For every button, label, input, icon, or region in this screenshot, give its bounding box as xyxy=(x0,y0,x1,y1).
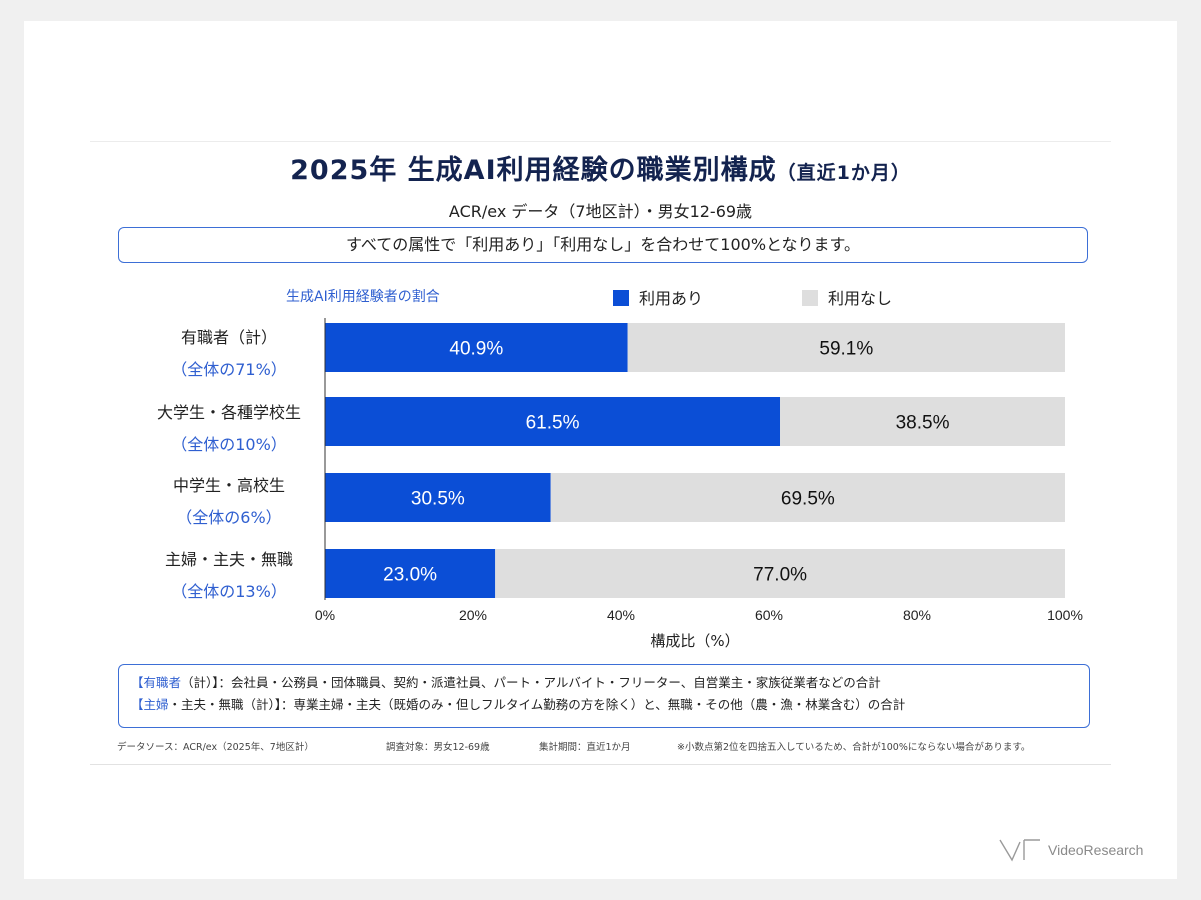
data-label-used-1: 61.5% xyxy=(526,413,580,434)
legend-item-used: 利用あり xyxy=(613,285,703,309)
chart-title-sub: （直近1か月） xyxy=(776,162,911,184)
legend-label-not-used: 利用なし xyxy=(828,289,893,308)
definition-homemaker: ・主夫・無職（計）】：専業主婦・主夫（既婚のみ・但しフルタイム勤務の方を除く）と… xyxy=(168,697,906,712)
category-name: 有職者（計） xyxy=(180,328,277,347)
data-label-not-used-0: 59.1% xyxy=(819,339,873,360)
category-label-3: 主婦・主夫・無職 （全体の13%） xyxy=(134,546,324,602)
brand-mark-icon xyxy=(999,839,1040,862)
infographic-panel xyxy=(90,141,1111,765)
category-share: （全体の13%） xyxy=(171,582,287,601)
bar-not-used-0 xyxy=(627,323,1065,372)
total-note-box: すべての属性で「利用あり」「利用なし」を合わせて100%となります。 xyxy=(118,227,1088,263)
x-tick-label-0: 0% xyxy=(315,607,335,623)
category-share: （全体の6%） xyxy=(176,508,282,527)
definition-footnote-box: 【有職者（計）】：会社員・公務員・団体職員、契約・派遣社員、パート・アルバイト・… xyxy=(118,664,1090,728)
bar-used-3 xyxy=(325,549,496,598)
brand-name: VideoResearch xyxy=(1048,842,1144,858)
data-label-not-used-3: 77.0% xyxy=(753,565,807,586)
category-share: （全体の71%） xyxy=(171,360,287,379)
category-share: （全体の10%） xyxy=(171,435,287,454)
x-tick-label-5: 100% xyxy=(1047,607,1083,623)
bracket-open: 【 xyxy=(131,697,144,712)
bracket-open: 【 xyxy=(131,675,144,690)
source-period: 集計期間：直近1か月 xyxy=(539,742,631,753)
x-tick-label-1: 20% xyxy=(459,607,487,623)
term-employed: 有職者 xyxy=(143,675,182,690)
category-name: 主婦・主夫・無職 xyxy=(164,550,293,569)
chart-title-main: 2025年 生成AI利用経験の職業別構成 xyxy=(290,155,777,186)
legend-label-used: 利用あり xyxy=(639,289,704,308)
source-data: データソース：ACR/ex（2025年、7地区計） xyxy=(117,742,314,753)
data-label-used-0: 40.9% xyxy=(449,339,503,360)
data-label-used-3: 23.0% xyxy=(383,565,437,586)
legend-title: 生成AI利用経験者の割合 xyxy=(286,289,440,305)
data-label-not-used-2: 69.5% xyxy=(781,489,835,510)
total-note-text: すべての属性で「利用あり」「利用なし」を合わせて100%となります。 xyxy=(346,235,860,254)
chart-subtitle: ACR/ex データ（7地区計）・男女12-69歳 xyxy=(448,202,753,221)
data-label-not-used-1: 38.5% xyxy=(896,413,950,434)
definition-employed: （計）】：会社員・公務員・団体職員、契約・派遣社員、パート・アルバイト・フリータ… xyxy=(181,675,881,690)
category-name: 中学生・高校生 xyxy=(172,476,285,495)
x-tick-label-3: 60% xyxy=(755,607,783,623)
bar-not-used-2 xyxy=(550,473,1065,522)
source-rounding-note: ※小数点第2位を四捨五入しているため、合計が100%にならない場合があります。 xyxy=(677,742,1031,753)
bar-used-0 xyxy=(325,323,628,372)
legend-item-not-used: 利用なし xyxy=(802,285,892,309)
definition-line-employed: 【有職者（計）】：会社員・公務員・団体職員、契約・派遣社員、パート・アルバイト・… xyxy=(131,672,1079,694)
bar-not-used-3 xyxy=(495,549,1065,598)
definition-line-homemaker: 【主婦・主夫・無職（計）】：専業主婦・主夫（既婚のみ・但しフルタイム勤務の方を除… xyxy=(131,694,1079,716)
category-label-2: 中学生・高校生 （全体の6%） xyxy=(134,472,324,528)
bar-used-2 xyxy=(325,473,551,522)
x-axis-title: 構成比（%） xyxy=(650,632,739,650)
legend-swatch-used xyxy=(613,290,629,306)
category-label-1: 大学生・各種学校生 （全体の10%） xyxy=(134,399,324,455)
term-homemaker: 主婦 xyxy=(143,697,169,712)
legend-swatch-not-used xyxy=(802,290,818,306)
bar-not-used-1 xyxy=(780,397,1065,446)
x-tick-label-2: 40% xyxy=(607,607,635,623)
brand-logo: VideoResearch xyxy=(998,838,1143,864)
bar-used-1 xyxy=(325,397,781,446)
data-label-used-2: 30.5% xyxy=(411,489,465,510)
x-tick-label-4: 80% xyxy=(903,607,931,623)
category-label-0: 有職者（計） （全体の71%） xyxy=(134,324,324,380)
source-target: 調査対象：男女12-69歳 xyxy=(386,742,490,753)
chart-title: 2025年 生成AI利用経験の職業別構成（直近1か月） xyxy=(90,148,1111,187)
category-name: 大学生・各種学校生 xyxy=(156,403,301,422)
